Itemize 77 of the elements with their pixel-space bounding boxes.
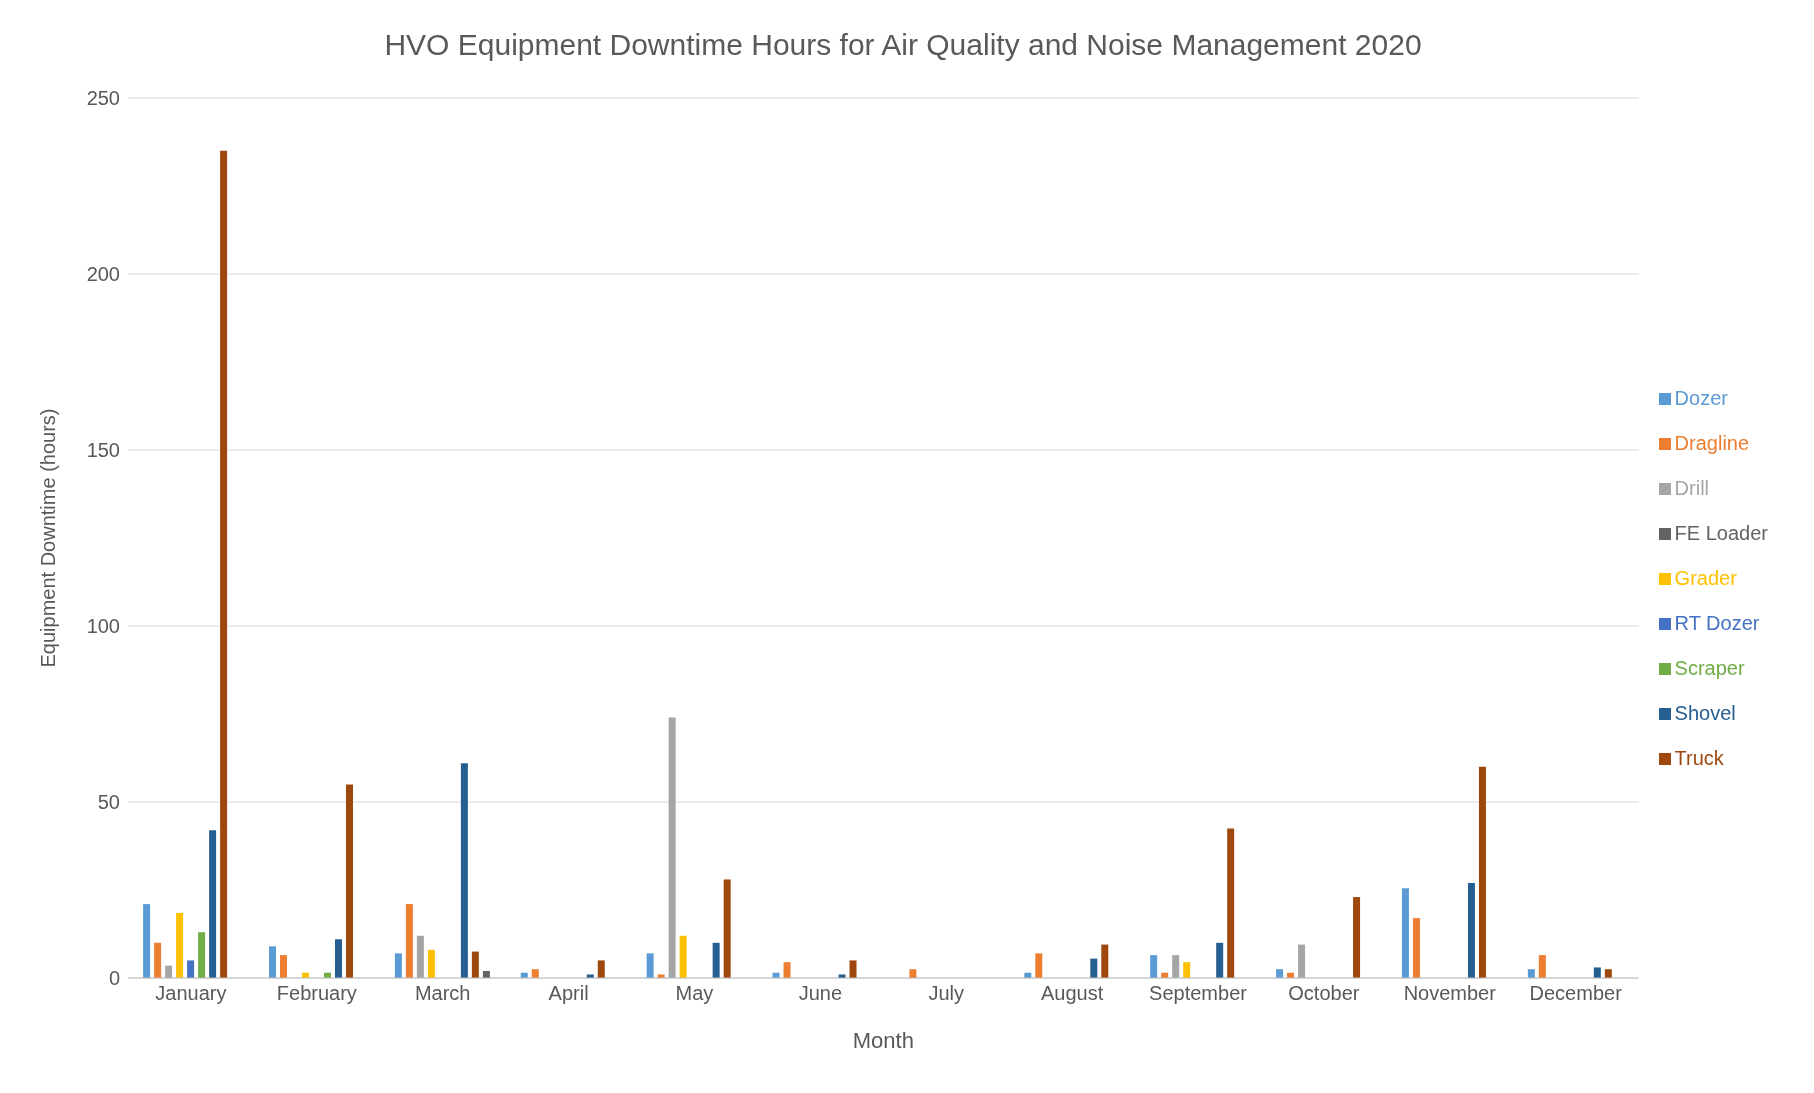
- y-tick-label: 100: [86, 615, 120, 638]
- bar: [471, 951, 479, 978]
- bar: [1538, 955, 1546, 978]
- x-tick-label: October: [1288, 982, 1360, 1005]
- legend-label: Dozer: [1674, 386, 1728, 409]
- legend-label: Grader: [1674, 566, 1737, 589]
- bar: [1527, 969, 1535, 978]
- bar: [1604, 969, 1612, 978]
- x-axis-title: Month: [852, 1028, 914, 1053]
- bar: [1183, 962, 1191, 978]
- bar: [679, 935, 687, 978]
- bar: [1276, 969, 1284, 978]
- legend-label: Scraper: [1674, 656, 1745, 679]
- legend-label: RT Dozer: [1674, 611, 1760, 634]
- x-tick-label: July: [928, 982, 965, 1005]
- x-tick-label: January: [155, 982, 227, 1005]
- bar: [176, 912, 184, 978]
- y-tick-label: 0: [108, 967, 120, 990]
- bar: [1412, 918, 1420, 978]
- legend-label: Truck: [1674, 746, 1724, 769]
- bar: [416, 935, 424, 978]
- x-tick-label: February: [276, 982, 357, 1005]
- bar: [1216, 942, 1224, 978]
- bar: [220, 150, 228, 978]
- y-tick-label: 50: [97, 791, 120, 814]
- bar: [394, 953, 402, 978]
- bar: [909, 969, 917, 978]
- bar: [1035, 953, 1043, 978]
- bar: [279, 955, 287, 978]
- bar: [1090, 958, 1098, 978]
- bar: [1150, 955, 1158, 978]
- x-tick-label: September: [1149, 982, 1248, 1005]
- bar: [1227, 828, 1235, 978]
- x-tick-label: June: [798, 982, 843, 1005]
- bar: [1298, 944, 1306, 978]
- bar: [405, 904, 413, 978]
- y-tick-label: 150: [86, 439, 120, 462]
- bar: [198, 932, 206, 978]
- bar: [531, 969, 539, 978]
- bar: [460, 763, 468, 978]
- y-axis-title: Equipment Downtime (hours): [37, 408, 60, 668]
- bar: [1401, 888, 1409, 978]
- bar: [1593, 967, 1601, 978]
- bar: [334, 939, 342, 978]
- bar: [268, 946, 276, 978]
- bar: [849, 960, 857, 978]
- x-tick-label: December: [1529, 982, 1623, 1005]
- legend-label: Drill: [1674, 476, 1710, 499]
- bar: [646, 953, 654, 978]
- x-tick-label: March: [414, 982, 471, 1005]
- y-tick-label: 200: [86, 263, 120, 286]
- bar: [1478, 766, 1486, 978]
- legend-label: Shovel: [1674, 701, 1736, 724]
- legend-label: Dragline: [1674, 431, 1750, 454]
- bar: [209, 830, 217, 978]
- bar: [427, 949, 435, 978]
- bar: [1353, 897, 1361, 978]
- bar: [345, 784, 353, 978]
- bar: [668, 717, 676, 978]
- bar: [1101, 944, 1109, 978]
- bar: [712, 942, 720, 978]
- y-tick-label: 250: [86, 87, 120, 110]
- x-tick-label: May: [675, 982, 714, 1005]
- bar: [783, 962, 791, 978]
- chart-title: HVO Equipment Downtime Hours for Air Quality and Noise Management 2020: [383, 27, 1423, 63]
- bar: [723, 879, 731, 978]
- legend-label: FE Loader: [1674, 521, 1768, 544]
- x-tick-label: April: [548, 982, 589, 1005]
- bar: [1172, 955, 1180, 978]
- x-tick-label: November: [1403, 982, 1497, 1005]
- bar: [187, 960, 195, 978]
- bar: [143, 904, 151, 978]
- bar: [154, 942, 162, 978]
- bar: [597, 960, 605, 978]
- bar: [1467, 882, 1475, 978]
- bar: [165, 965, 173, 978]
- x-tick-label: August: [1041, 982, 1104, 1005]
